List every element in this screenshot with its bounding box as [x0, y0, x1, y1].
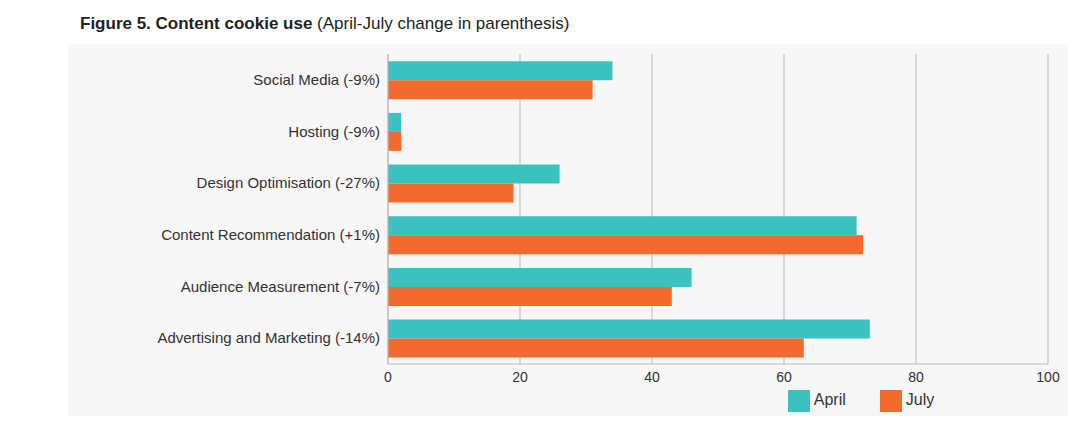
svg-text:0: 0	[384, 369, 392, 385]
svg-text:40: 40	[644, 369, 660, 385]
svg-text:Audience Measurement (-7%): Audience Measurement (-7%)	[181, 278, 380, 295]
html-text:April: April	[813, 391, 846, 409]
svg-text:80: 80	[908, 369, 924, 385]
svg-text:Content Recommendation (+1%): Content Recommendation (+1%)	[161, 226, 380, 243]
svg-text:20: 20	[512, 369, 528, 385]
html-text:Figure 5. Content cookie use (: Figure 5. Content cookie use (April-July…	[80, 14, 570, 33]
svg-text:60: 60	[776, 369, 792, 385]
svg-text:Social Media (-9%): Social Media (-9%)	[253, 71, 380, 88]
svg-text:100: 100	[1036, 369, 1060, 385]
html-text:July: July	[905, 391, 935, 409]
svg-text:Design Optimisation (-27%): Design Optimisation (-27%)	[197, 174, 380, 191]
svg-text:Hosting (-9%): Hosting (-9%)	[288, 123, 380, 140]
svg-text:Advertising and Marketing (-14: Advertising and Marketing (-14%)	[157, 329, 380, 346]
